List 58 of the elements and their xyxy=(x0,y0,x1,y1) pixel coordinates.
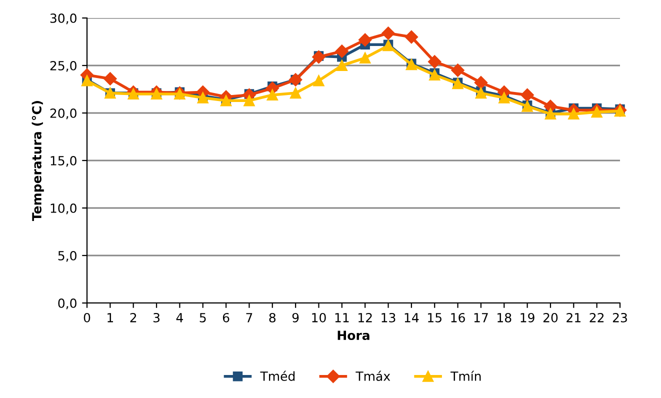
point xyxy=(498,92,510,104)
legend-label: Tméd xyxy=(260,370,295,381)
y-tick-label: 15,0 xyxy=(50,156,76,167)
x-tick-label: 21 xyxy=(566,312,580,322)
y-tick-label: 20,0 xyxy=(50,108,76,120)
point xyxy=(335,44,348,58)
point xyxy=(358,33,372,46)
point xyxy=(290,87,302,99)
x-tick-label: 20 xyxy=(543,312,558,322)
point xyxy=(244,95,255,106)
x-tick-label: 18 xyxy=(498,312,512,322)
x-tick-label: 10 xyxy=(312,312,326,322)
point xyxy=(475,87,487,99)
x-tick-label: 0 xyxy=(84,312,90,322)
point xyxy=(568,108,580,120)
x-tick-label: 14 xyxy=(404,313,419,322)
x-tick-label: 16 xyxy=(451,312,465,322)
x-tick-label: 19 xyxy=(520,312,534,322)
x-tick-label: 9 xyxy=(292,312,299,322)
point xyxy=(312,50,326,64)
x-tick-label: 5 xyxy=(200,313,206,322)
point xyxy=(104,72,117,86)
x-tick-label: 17 xyxy=(474,313,488,322)
x-axis-title: Hora xyxy=(338,330,370,340)
x-tick-label: 6 xyxy=(222,312,230,322)
point xyxy=(360,52,371,64)
x-tick-label: 7 xyxy=(246,313,252,322)
y-tick-label: 0,0 xyxy=(58,298,76,310)
x-tick-label: 12 xyxy=(358,312,372,322)
point xyxy=(520,88,534,102)
point xyxy=(382,26,395,40)
x-tick-label: 13 xyxy=(382,312,396,322)
point xyxy=(429,69,440,81)
legend-label: Tmín xyxy=(450,370,481,381)
x-tick-label: 3 xyxy=(154,312,160,322)
y-tick-label: 5,0 xyxy=(58,250,76,262)
x-tick-label: 8 xyxy=(269,312,276,322)
x-tick-label: 23 xyxy=(612,312,627,322)
point xyxy=(474,76,488,90)
point xyxy=(313,75,324,86)
y-tick-label: 10,0 xyxy=(50,203,76,214)
x-tick-label: 22 xyxy=(590,312,604,322)
legend-label: Tmáx xyxy=(356,370,390,381)
x-tick-label: 1 xyxy=(108,313,113,322)
point xyxy=(197,92,208,104)
point xyxy=(266,89,278,101)
y-tick-label: 30,0 xyxy=(50,13,76,24)
y-axis-title: Temperatura (°C) xyxy=(32,101,44,221)
x-tick-label: 2 xyxy=(130,312,136,322)
x-tick-label: 4 xyxy=(176,313,183,322)
x-tick-label: 15 xyxy=(428,313,442,322)
point xyxy=(404,30,418,44)
point xyxy=(336,60,348,72)
y-tick-label: 25,0 xyxy=(50,60,76,72)
x-tick-label: 11 xyxy=(335,313,349,322)
point xyxy=(451,64,464,77)
point xyxy=(591,106,602,118)
point xyxy=(428,55,442,68)
